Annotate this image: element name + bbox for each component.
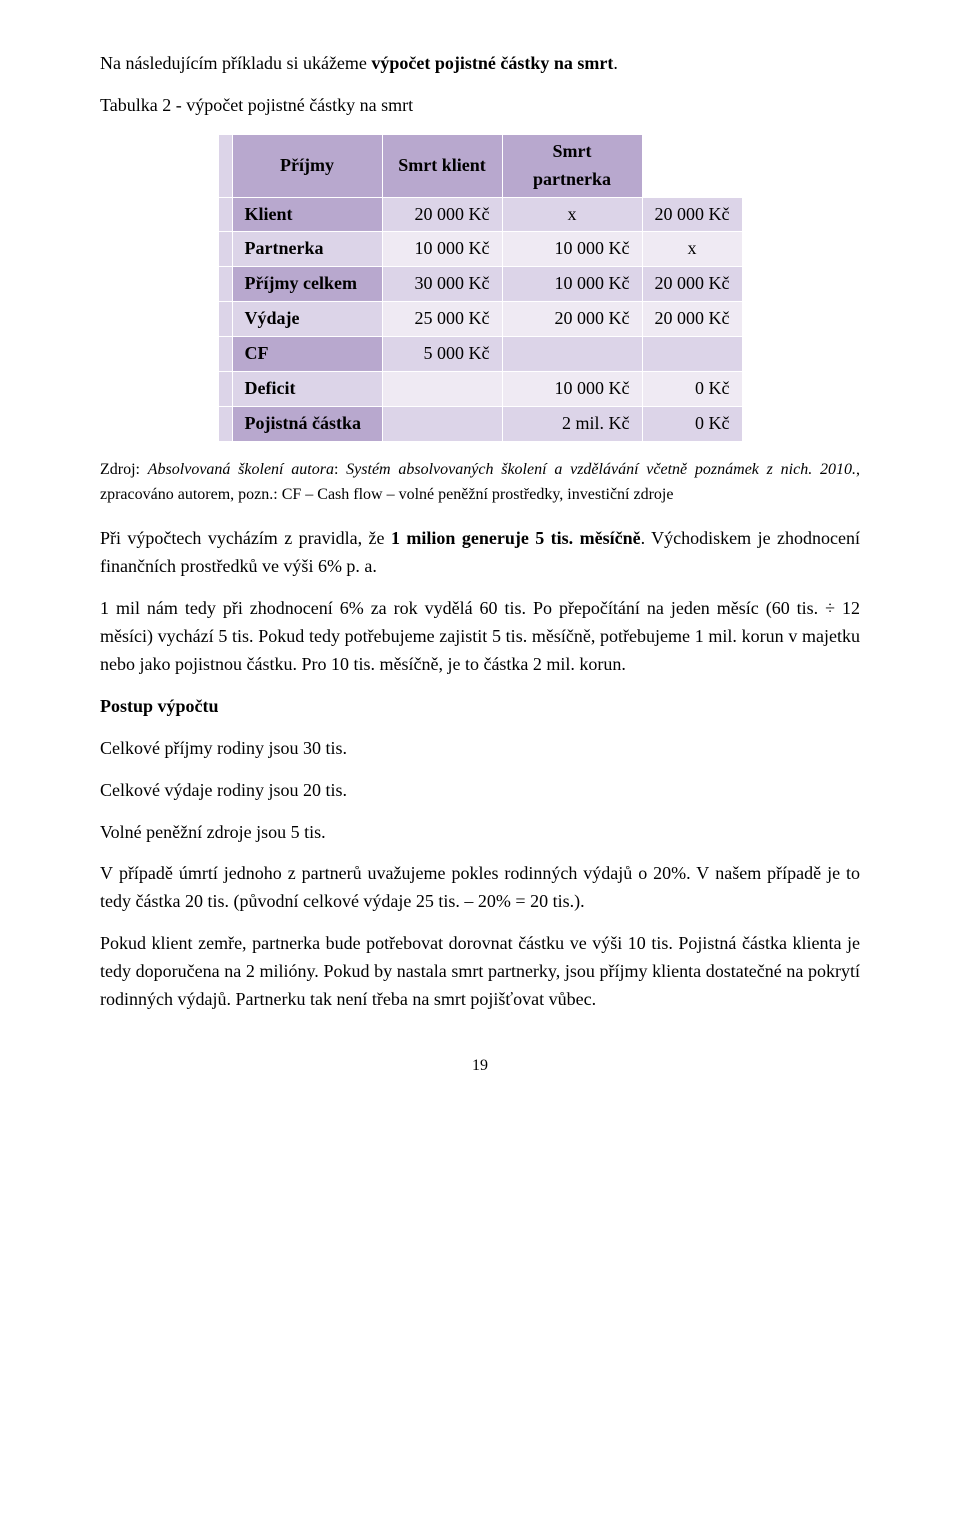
row-gutter [218,267,232,302]
intro-post: . [613,53,618,73]
table-cell: 2 mil. Kč [502,406,642,441]
table-cell: 5 000 Kč [382,337,502,372]
paragraph-p6: V případě úmrtí jednoho z partnerů uvažu… [100,860,860,916]
table-row: Partnerka10 000 Kč10 000 Kčx [218,232,742,267]
table-cell: x [642,232,742,267]
table-cell: 20 000 Kč [502,302,642,337]
intro-bold: výpočet pojistné částky na smrt [371,53,613,73]
table-cell: 0 Kč [642,372,742,407]
paragraph-p5: Volné peněžní zdroje jsou 5 tis. [100,819,860,847]
intro-paragraph: Na následujícím příkladu si ukážeme výpo… [100,50,860,78]
table-cell: 10 000 Kč [502,372,642,407]
table-row: Pojistná částka 2 mil. Kč0 Kč [218,406,742,441]
table-cell [502,337,642,372]
paragraph-p3: Celkové příjmy rodiny jsou 30 tis. [100,735,860,763]
table-header-cell: Příjmy [232,134,382,197]
row-header: Partnerka [232,232,382,267]
table-header-row: PříjmySmrt klientSmrt partnerka [218,134,742,197]
heading-postup: Postup výpočtu [100,693,860,721]
table-cell [642,337,742,372]
table-row: Příjmy celkem30 000 Kč10 000 Kč20 000 Kč [218,267,742,302]
page-number: 19 [100,1054,860,1079]
row-header: CF [232,337,382,372]
table-cell: 25 000 Kč [382,302,502,337]
paragraph-p4: Celkové výdaje rodiny jsou 20 tis. [100,777,860,805]
calc-table: PříjmySmrt klientSmrt partnerkaKlient20 … [218,134,743,442]
table-header-cell: Smrt partnerka [502,134,642,197]
paragraph-explain: 1 mil nám tedy při zhodnocení 6% za rok … [100,595,860,679]
table-cell: 0 Kč [642,406,742,441]
table-cell: 10 000 Kč [502,232,642,267]
row-header: Výdaje [232,302,382,337]
table-cell: 10 000 Kč [502,267,642,302]
table-cell: 20 000 Kč [642,302,742,337]
row-header: Pojistná částka [232,406,382,441]
table-header-corner [218,134,232,197]
source-italic-2: Systém absolvovaných školení a vzděláván… [346,461,856,478]
row-gutter [218,302,232,337]
row-header: Klient [232,197,382,232]
row-header: Deficit [232,372,382,407]
source-mid1: : [334,461,346,478]
source-note: Zdroj: Absolvovaná školení autora: Systé… [100,458,860,508]
paragraph-p7: Pokud klient zemře, partnerka bude potře… [100,930,860,1014]
row-gutter [218,372,232,407]
table-cell: 30 000 Kč [382,267,502,302]
table-row: Výdaje25 000 Kč20 000 Kč20 000 Kč [218,302,742,337]
row-gutter [218,337,232,372]
intro-pre: Na následujícím příkladu si ukážeme [100,53,371,73]
source-pre: Zdroj: [100,461,148,478]
table-cell [382,406,502,441]
table-cell: 20 000 Kč [642,267,742,302]
table-cell: 10 000 Kč [382,232,502,267]
table-cell: x [502,197,642,232]
p1-a: Při výpočtech vycházím z pravidla, že [100,528,391,548]
table-cell: 20 000 Kč [382,197,502,232]
table-row: Deficit 10 000 Kč0 Kč [218,372,742,407]
table-header-cell: Smrt klient [382,134,502,197]
row-header: Příjmy celkem [232,267,382,302]
p1-b: 1 milion generuje 5 tis. měsíčně [391,528,641,548]
row-gutter [218,232,232,267]
row-gutter [218,197,232,232]
row-gutter [218,406,232,441]
table-cell [382,372,502,407]
page: Na následujícím příkladu si ukážeme výpo… [0,0,960,1119]
table-row: CF5 000 Kč [218,337,742,372]
paragraph-rule: Při výpočtech vycházím z pravidla, že 1 … [100,525,860,581]
table-caption: Tabulka 2 - výpočet pojistné částky na s… [100,92,860,120]
table-cell: 20 000 Kč [642,197,742,232]
table-row: Klient20 000 Kčx20 000 Kč [218,197,742,232]
source-italic-1: Absolvovaná školení autora [148,461,334,478]
